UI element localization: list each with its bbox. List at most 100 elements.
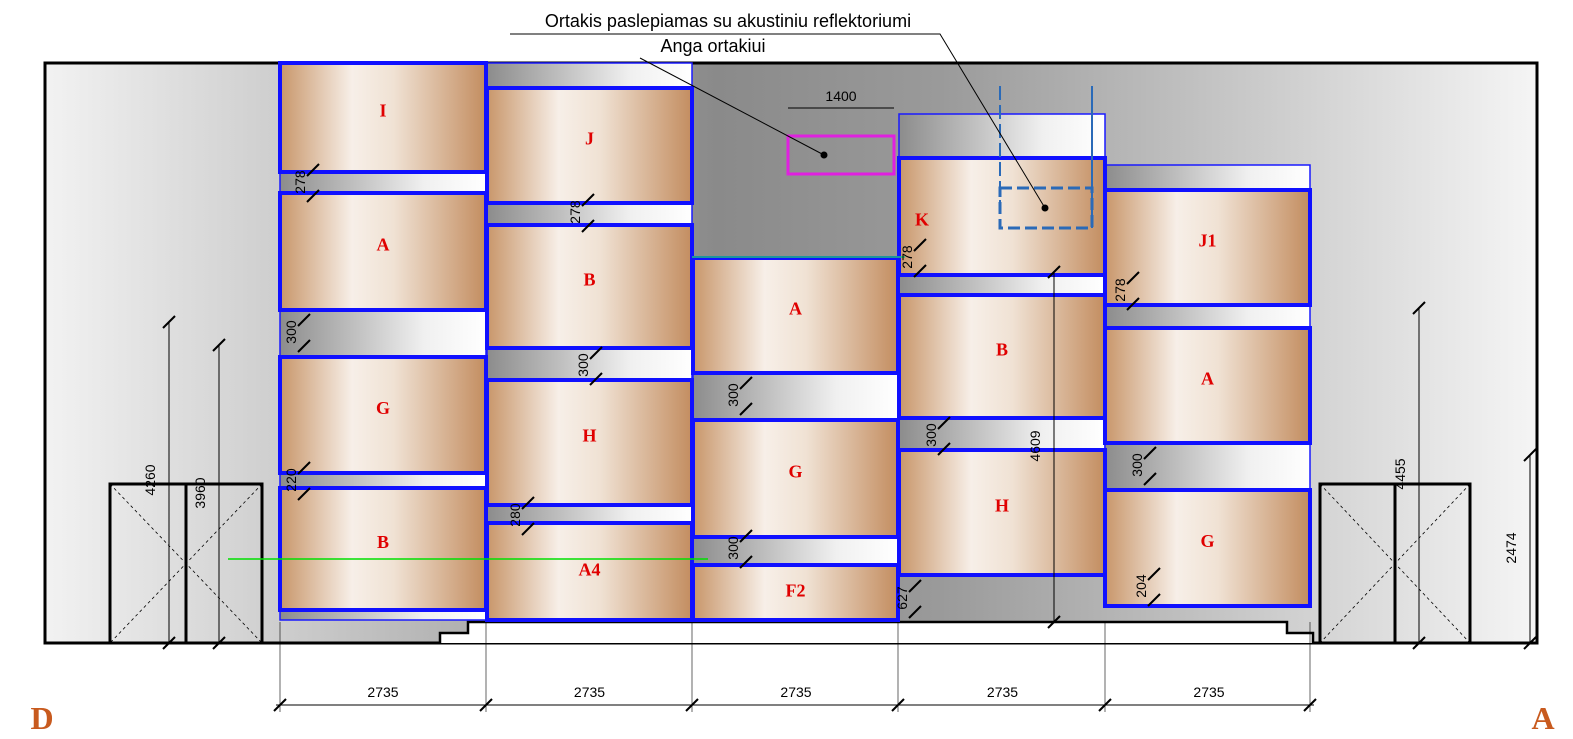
leader bbox=[510, 33, 1046, 209]
leader bbox=[639, 57, 825, 156]
panel-label: A4 bbox=[579, 560, 601, 580]
dim-tick bbox=[297, 313, 311, 327]
dim-tick bbox=[937, 416, 951, 430]
panel-label: F2 bbox=[786, 581, 806, 601]
panel-label: J1 bbox=[1199, 231, 1217, 251]
dim-tick bbox=[162, 315, 176, 329]
dim-label: 4609 bbox=[1027, 430, 1043, 461]
panel-label: K bbox=[915, 210, 929, 230]
corner-label: A bbox=[1531, 700, 1554, 736]
panel-label: G bbox=[1200, 531, 1214, 551]
dim-label: 300 bbox=[725, 536, 741, 560]
stage bbox=[438, 620, 1315, 643]
dim-tick bbox=[212, 636, 226, 650]
dim-tick bbox=[521, 522, 535, 536]
dim-label: 2735 bbox=[367, 684, 398, 700]
strip bbox=[486, 202, 693, 226]
dim-tick bbox=[306, 189, 320, 203]
dim-label: 300 bbox=[725, 383, 741, 407]
dim-tick bbox=[739, 402, 753, 416]
strip bbox=[486, 62, 693, 89]
dim-tick bbox=[306, 163, 320, 177]
dim-tick bbox=[1147, 567, 1161, 581]
duct-opening bbox=[786, 134, 896, 176]
panel-label: G bbox=[788, 462, 802, 482]
dim-tick bbox=[212, 338, 226, 352]
dim-tick bbox=[739, 555, 753, 569]
panel-label: H bbox=[995, 496, 1009, 516]
dim-tick bbox=[913, 238, 927, 252]
dim-tick bbox=[1412, 301, 1426, 315]
dim-label: 2474 bbox=[1503, 532, 1519, 563]
strip bbox=[692, 372, 899, 421]
strip bbox=[486, 347, 693, 381]
panel-label: A bbox=[789, 299, 802, 319]
dim-label: 300 bbox=[283, 320, 299, 344]
panel bbox=[1103, 188, 1312, 307]
panel-label: B bbox=[583, 270, 595, 290]
panel-label: J bbox=[585, 129, 594, 149]
dim-tick bbox=[1147, 593, 1161, 607]
dim-tick bbox=[1126, 297, 1140, 311]
dim-tick bbox=[937, 442, 951, 456]
panel bbox=[485, 378, 694, 507]
dim-label: 4455 bbox=[1392, 458, 1408, 489]
panel bbox=[897, 156, 1107, 277]
dim-label: 2735 bbox=[987, 684, 1018, 700]
dim-label: 4260 bbox=[142, 464, 158, 495]
dim-tick bbox=[589, 346, 603, 360]
panel-label: A bbox=[1201, 369, 1214, 389]
panel-label: H bbox=[582, 426, 596, 446]
dimensions: 278 300 220 278 300 280 300 300 278 300 627 278 300 2… bbox=[142, 163, 1537, 712]
dim-label: 300 bbox=[923, 423, 939, 447]
annotation: Ortakis paslepiamas su akustiniu reflekt… bbox=[545, 11, 911, 31]
dim-tick bbox=[581, 219, 595, 233]
dim-label: 278 bbox=[567, 200, 583, 224]
annotation: Anga ortakiui bbox=[660, 36, 765, 56]
panel-label: B bbox=[377, 532, 389, 552]
dim-label: 300 bbox=[1129, 453, 1145, 477]
panel-label: A bbox=[377, 235, 390, 255]
dim-tick bbox=[913, 264, 927, 278]
dim-tick bbox=[521, 496, 535, 510]
strip bbox=[279, 309, 487, 358]
panel-label: I bbox=[379, 101, 386, 121]
dim-tick bbox=[739, 529, 753, 543]
dim-label: 2735 bbox=[574, 684, 605, 700]
strip bbox=[692, 536, 899, 566]
dim-tick bbox=[297, 487, 311, 501]
dim-tick bbox=[908, 605, 922, 619]
strip bbox=[1104, 304, 1311, 329]
dim-label: 278 bbox=[1112, 278, 1128, 302]
dim-tick bbox=[1126, 271, 1140, 285]
panel bbox=[691, 563, 900, 622]
dim-tick bbox=[1143, 446, 1157, 460]
dim-label: 204 bbox=[1133, 574, 1149, 598]
panel bbox=[1103, 326, 1312, 445]
dim-label: 278 bbox=[292, 170, 308, 194]
dim-label: 2735 bbox=[780, 684, 811, 700]
dim-tick bbox=[1412, 636, 1426, 650]
dim-tick bbox=[162, 636, 176, 650]
panel bbox=[691, 418, 900, 539]
dim-tick bbox=[589, 372, 603, 386]
dim-tick bbox=[908, 579, 922, 593]
dim-label: 1400 bbox=[825, 88, 856, 104]
strip bbox=[1104, 164, 1311, 191]
dim-tick bbox=[581, 193, 595, 207]
dim-label: 220 bbox=[283, 468, 299, 492]
panel bbox=[485, 521, 694, 622]
panel-label: G bbox=[376, 398, 390, 418]
dim-tick bbox=[739, 376, 753, 390]
dim-tick bbox=[297, 461, 311, 475]
panel bbox=[897, 293, 1107, 420]
doors bbox=[108, 482, 1472, 645]
dim-tick bbox=[297, 339, 311, 353]
dim-label: 3960 bbox=[192, 477, 208, 508]
strip bbox=[279, 472, 487, 489]
dim-tick bbox=[1047, 265, 1061, 279]
panel bbox=[1103, 488, 1312, 608]
panels: I A G B J B H A4 A G F2 K B H J1 A G bbox=[278, 61, 1312, 622]
strip bbox=[1104, 442, 1311, 491]
dim-label: 627 bbox=[894, 586, 910, 610]
